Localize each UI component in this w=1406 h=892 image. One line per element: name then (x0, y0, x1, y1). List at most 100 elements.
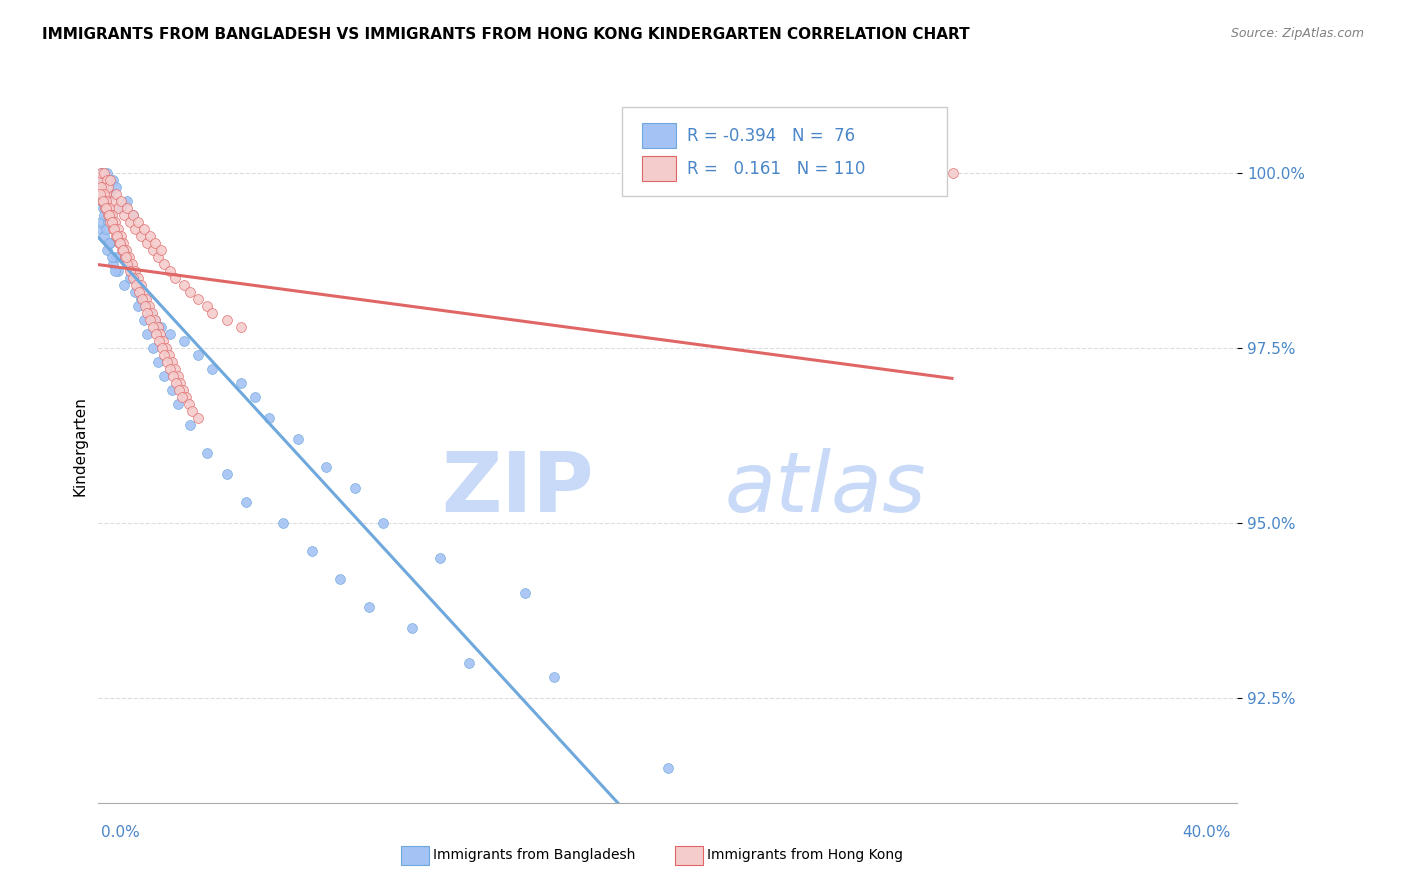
Point (128, 285, 150, 299)
Point (108, 236, 131, 251)
Point (90, 166, 112, 180)
Point (101, 173, 124, 187)
Point (179, 285, 201, 299)
Point (111, 243, 134, 257)
Point (357, 599, 380, 614)
Point (117, 257, 139, 271)
Text: 40.0%: 40.0% (1182, 825, 1230, 840)
Point (167, 397, 190, 411)
Point (90, 215, 112, 229)
Point (90, 194, 112, 208)
Point (96, 222, 118, 236)
Point (118, 250, 141, 264)
Point (107, 222, 129, 236)
Point (142, 320, 165, 334)
Point (122, 271, 145, 285)
Point (94, 194, 117, 208)
Point (90, 180, 112, 194)
Point (115, 201, 138, 215)
Point (150, 320, 173, 334)
Point (96, 173, 118, 187)
Point (114, 250, 136, 264)
Point (343, 481, 366, 495)
Point (129, 292, 152, 306)
Text: 0.0%: 0.0% (101, 825, 141, 840)
Point (93, 166, 115, 180)
Point (148, 250, 170, 264)
Text: Immigrants from Bangladesh: Immigrants from Bangladesh (433, 848, 636, 863)
Point (315, 460, 337, 475)
Point (136, 306, 159, 320)
Point (127, 271, 149, 285)
Point (112, 236, 135, 251)
Point (90, 166, 112, 180)
Point (98, 236, 121, 251)
Point (243, 390, 266, 404)
Point (124, 222, 146, 236)
Point (135, 327, 157, 342)
Point (96, 208, 118, 222)
Point (187, 348, 209, 362)
Point (103, 222, 125, 236)
Point (150, 243, 173, 257)
Point (105, 229, 128, 244)
Point (111, 243, 134, 257)
Point (97, 180, 120, 194)
Point (96, 243, 118, 257)
Point (159, 362, 181, 376)
Point (143, 313, 166, 327)
Point (229, 320, 252, 334)
Point (125, 278, 148, 293)
Point (108, 236, 131, 251)
Point (129, 229, 152, 244)
Point (101, 250, 124, 264)
Point (429, 550, 451, 565)
Point (165, 271, 187, 285)
Point (163, 362, 186, 376)
Point (100, 215, 122, 229)
Text: ZIP: ZIP (441, 449, 593, 529)
Point (132, 313, 155, 327)
Point (91, 201, 114, 215)
Point (177, 397, 200, 411)
Point (543, 670, 565, 684)
Point (103, 222, 125, 236)
Point (120, 264, 142, 278)
Point (172, 383, 194, 397)
Point (457, 656, 479, 670)
Point (101, 257, 124, 271)
Point (117, 257, 139, 271)
Point (148, 355, 170, 369)
Point (118, 271, 141, 285)
Point (229, 376, 252, 390)
Y-axis label: Kindergarten: Kindergarten (72, 396, 87, 496)
Point (165, 376, 187, 390)
Point (201, 362, 224, 376)
Point (160, 355, 183, 369)
Point (98, 236, 121, 251)
Point (127, 299, 149, 313)
Point (162, 383, 184, 397)
FancyBboxPatch shape (641, 123, 676, 148)
Point (187, 292, 209, 306)
Point (153, 348, 176, 362)
Point (124, 285, 146, 299)
Point (131, 292, 153, 306)
Point (96, 194, 118, 208)
Point (120, 264, 142, 278)
Point (179, 417, 201, 432)
Point (138, 229, 160, 244)
Point (401, 621, 423, 635)
Point (301, 544, 323, 558)
Point (107, 201, 129, 215)
Point (159, 264, 181, 278)
Point (173, 334, 195, 348)
Point (111, 243, 134, 257)
Point (94, 187, 117, 202)
Point (89, 187, 111, 202)
Point (149, 327, 172, 342)
Text: IMMIGRANTS FROM BANGLADESH VS IMMIGRANTS FROM HONG KONG KINDERGARTEN CORRELATION: IMMIGRANTS FROM BANGLADESH VS IMMIGRANTS… (42, 27, 970, 42)
Point (104, 187, 127, 202)
Point (122, 271, 145, 285)
Point (97, 208, 120, 222)
